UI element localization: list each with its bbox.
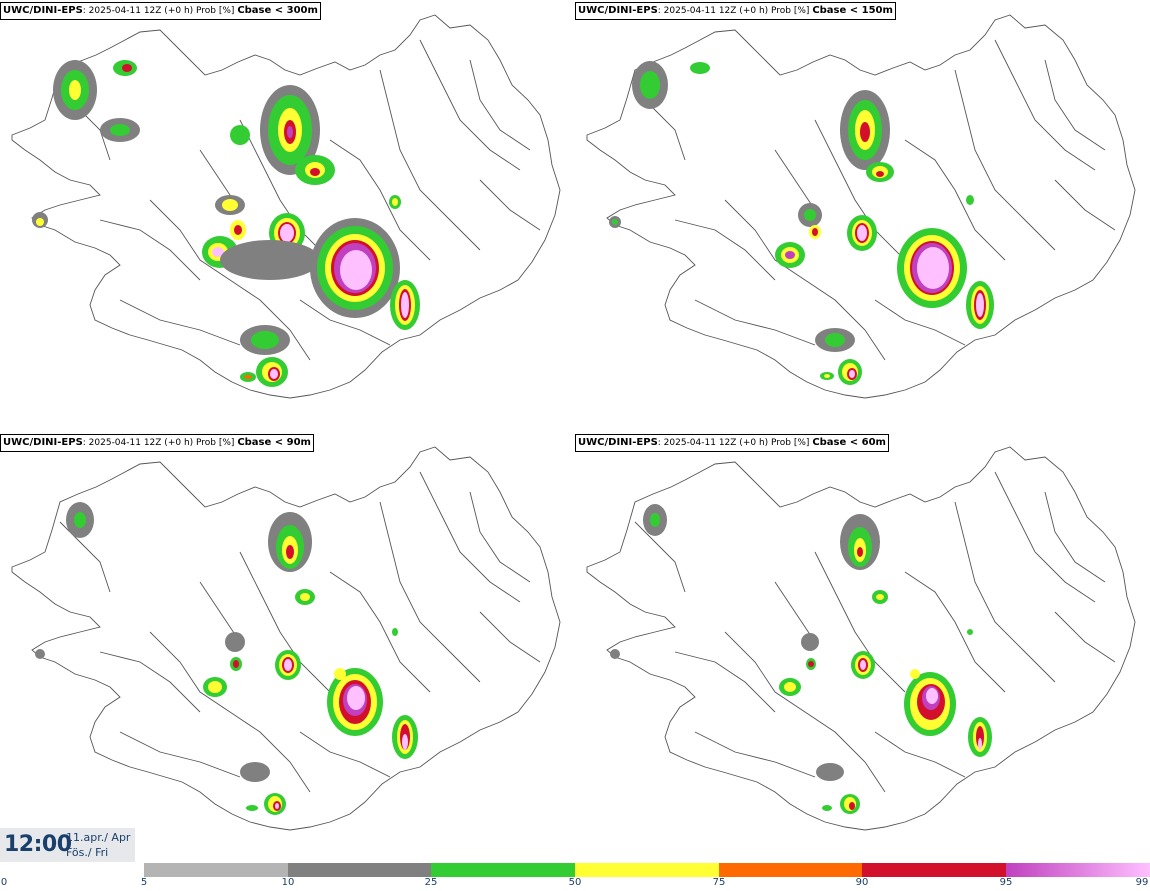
- map-panel-cbase-150: UWC/DINI-EPS: 2025-04-11 12Z (+0 h) Prob…: [575, 0, 1150, 430]
- model-name: UWC/DINI-EPS: [3, 437, 83, 448]
- map-canvas: [586, 446, 1136, 831]
- panel-title: UWC/DINI-EPS: 2025-04-11 12Z (+0 h) Prob…: [0, 434, 314, 452]
- threshold-label: Cbase < 60m: [812, 437, 886, 448]
- colorbar-tick: 50: [568, 877, 582, 888]
- map-canvas: [11, 446, 561, 831]
- threshold-label: Cbase < 150m: [812, 5, 893, 16]
- map-panel-cbase-300: UWC/DINI-EPS: 2025-04-11 12Z (+0 h) Prob…: [0, 0, 575, 430]
- map-panel-cbase-90: UWC/DINI-EPS: 2025-04-11 12Z (+0 h) Prob…: [0, 432, 575, 862]
- colorbar-segment-10-25: [288, 863, 431, 877]
- colorbar-tick: 10: [281, 877, 295, 888]
- valid-time-box: 12:00 11.apr./ Apr Fös./ Fri: [0, 828, 135, 862]
- colorbar-tick: 25: [424, 877, 438, 888]
- colorbar-segment-90-95: [862, 863, 1006, 877]
- panel-title: UWC/DINI-EPS: 2025-04-11 12Z (+0 h) Prob…: [575, 2, 896, 20]
- colorbar-tick: 90: [855, 877, 869, 888]
- model-name: UWC/DINI-EPS: [578, 5, 658, 16]
- map-panel-cbase-60: UWC/DINI-EPS: 2025-04-11 12Z (+0 h) Prob…: [575, 432, 1150, 862]
- colorbar-segment-95-99: [1006, 863, 1150, 877]
- colorbar-segment-5-10: [144, 863, 288, 877]
- run-info: : 2025-04-11 12Z (+0 h) Prob [%]: [82, 6, 238, 16]
- run-info: : 2025-04-11 12Z (+0 h) Prob [%]: [82, 438, 238, 448]
- map-canvas: [586, 14, 1136, 399]
- colorbar-tick: 99: [1135, 877, 1149, 888]
- colorbar-tick: 95: [999, 877, 1013, 888]
- panel-title: UWC/DINI-EPS: 2025-04-11 12Z (+0 h) Prob…: [0, 2, 321, 20]
- probability-colorbar: 0 5 10 25 50 75 90 95 99: [0, 862, 1150, 891]
- colorbar-segment-50-75: [575, 863, 719, 877]
- panel-title: UWC/DINI-EPS: 2025-04-11 12Z (+0 h) Prob…: [575, 434, 889, 452]
- run-info: : 2025-04-11 12Z (+0 h) Prob [%]: [657, 6, 813, 16]
- colorbar-tick: 75: [712, 877, 726, 888]
- valid-date: 11.apr./ Apr: [66, 831, 131, 844]
- colorbar-segment-75-90: [719, 863, 862, 877]
- colorbar-tick: 0: [0, 877, 8, 888]
- threshold-label: Cbase < 300m: [237, 5, 318, 16]
- colorbar-segment-25-50: [431, 863, 575, 877]
- map-canvas: [11, 14, 561, 399]
- threshold-label: Cbase < 90m: [237, 437, 311, 448]
- colorbar-tick: 5: [140, 877, 148, 888]
- model-name: UWC/DINI-EPS: [3, 5, 83, 16]
- valid-time: 12:00: [4, 832, 72, 857]
- valid-weekday: Fös./ Fri: [66, 846, 109, 859]
- model-name: UWC/DINI-EPS: [578, 437, 658, 448]
- run-info: : 2025-04-11 12Z (+0 h) Prob [%]: [657, 438, 813, 448]
